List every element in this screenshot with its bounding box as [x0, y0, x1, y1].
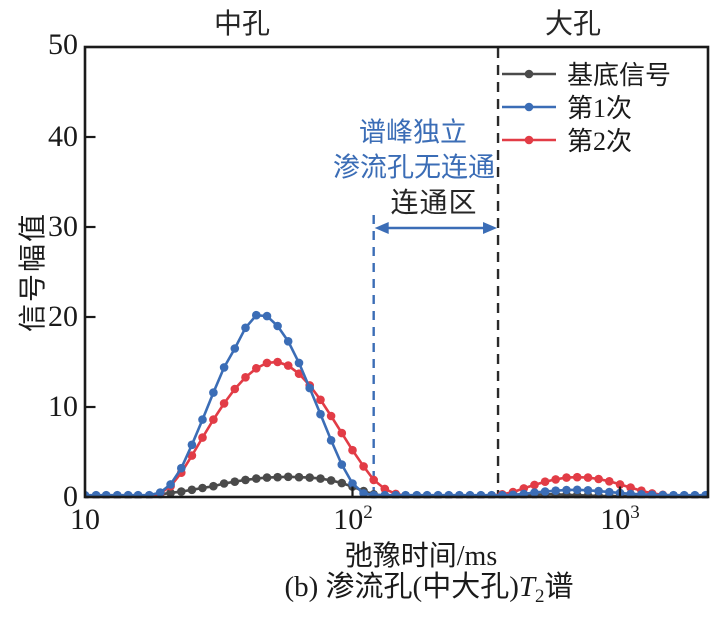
- legend-label-second: 第2次: [567, 127, 633, 156]
- x-tick-10-base: 10: [70, 503, 100, 536]
- region-label-macropore: 大孔: [544, 9, 602, 40]
- y-tick-0: 0: [63, 480, 78, 513]
- y-tick-50: 50: [48, 28, 78, 61]
- x-tick-1000-exp: 3: [630, 502, 640, 523]
- y-tick-20: 20: [48, 300, 78, 333]
- arrowhead-right-icon: [483, 222, 498, 234]
- x-tick-1000: 103: [600, 502, 640, 536]
- annotation-no-connection: 渗流孔无连通: [333, 152, 495, 183]
- region-label-mesopore: 中孔: [213, 9, 271, 40]
- series-第1次: [85, 310, 708, 499]
- caption-t2-subscript: 2: [535, 586, 545, 607]
- plot-border: [83, 45, 710, 499]
- y-tick-40: 40: [48, 120, 78, 153]
- caption-t2-symbol: T: [518, 571, 536, 603]
- annotation-connected-zone: 连通区: [390, 188, 478, 219]
- legend: 基底信号 第1次 第2次: [500, 57, 671, 156]
- x-tick-1000-base: 10: [600, 503, 631, 536]
- legend-label-first: 第1次: [567, 94, 633, 123]
- x-tick-10: 10: [70, 504, 100, 536]
- x-tick-100-exp: 2: [363, 502, 373, 523]
- legend-row-base-signal: 基底信号: [500, 57, 671, 90]
- legend-line-dot-icon: [502, 102, 556, 111]
- figure-caption: (b) 渗流孔(中大孔)T2谱: [284, 572, 573, 612]
- legend-row-first: 第1次: [500, 90, 671, 123]
- legend-line-dot-icon: [502, 135, 556, 144]
- y-tick-30: 30: [48, 210, 78, 243]
- x-tick-100-base: 10: [333, 503, 364, 536]
- caption-suffix: 谱: [544, 571, 574, 603]
- legend-label-base-signal: 基底信号: [567, 61, 672, 90]
- caption-prefix: (b) 渗流孔(中大孔): [284, 571, 519, 603]
- y-tick-10: 10: [48, 390, 78, 423]
- annotation-peak-independent: 谱峰独立: [359, 117, 467, 148]
- legend-row-second: 第2次: [500, 123, 671, 156]
- legend-line-dot-icon: [502, 69, 556, 78]
- x-tick-100: 102: [333, 502, 373, 536]
- arrowhead-left-icon: [374, 222, 389, 234]
- x-axis-title: 弛豫时间/ms: [344, 541, 498, 572]
